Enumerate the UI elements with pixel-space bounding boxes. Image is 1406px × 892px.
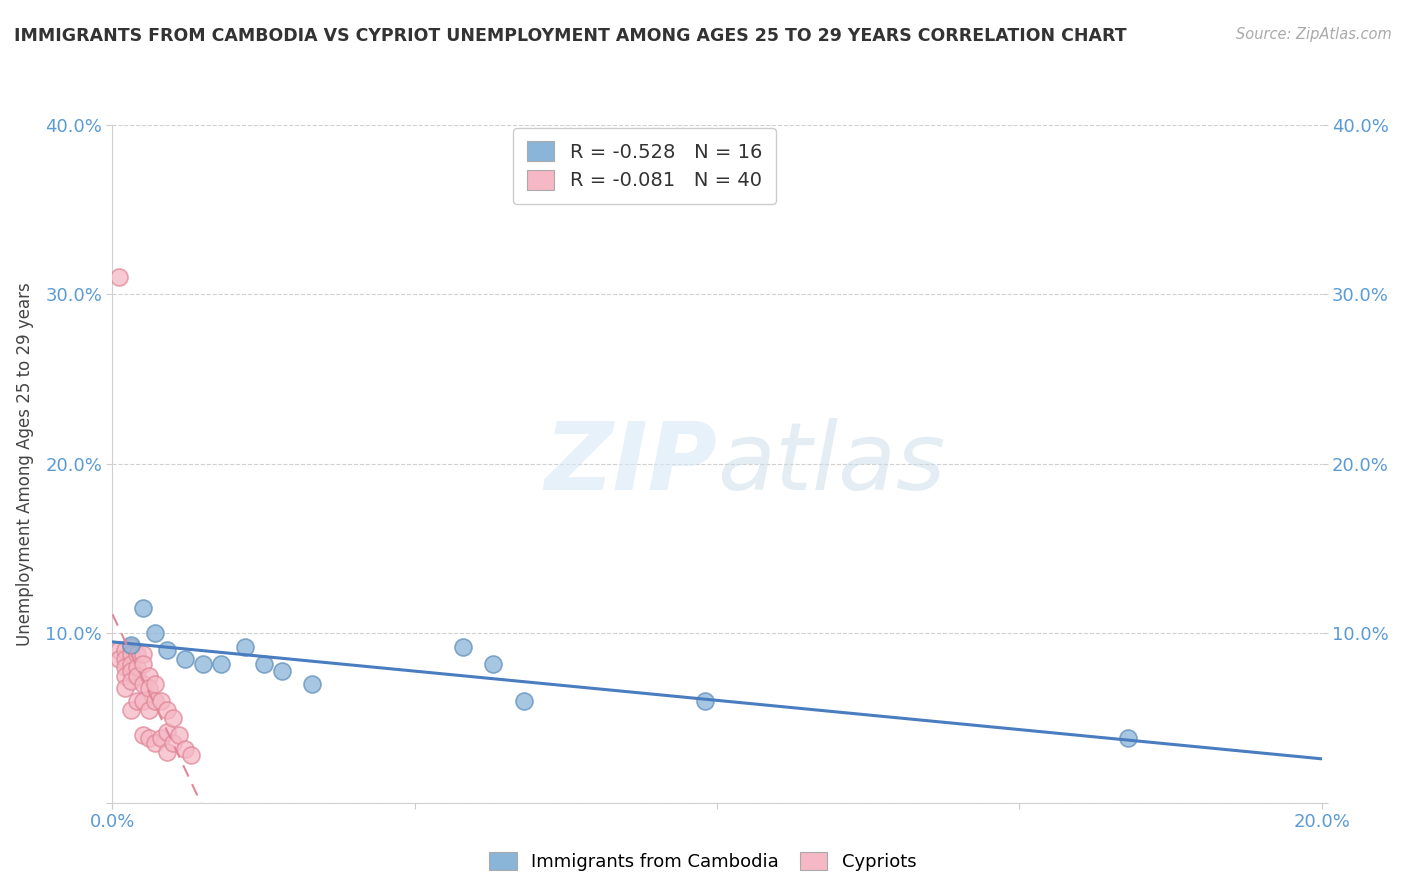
Point [132,694,155,708]
Point [138,681,160,695]
Point [114,681,136,695]
Point [156,745,179,759]
Point [180,748,202,763]
Point [120,647,142,661]
Point [138,731,160,746]
Point [138,669,160,683]
Point [120,640,142,654]
Point [253,657,276,671]
Point [156,724,179,739]
Text: IMMIGRANTS FROM CAMBODIA VS CYPRIOT UNEMPLOYMENT AMONG AGES 25 TO 29 YEARS CORRE: IMMIGRANTS FROM CAMBODIA VS CYPRIOT UNEM… [14,27,1126,45]
Point [143,737,166,751]
Point [132,601,155,615]
Point [125,647,148,661]
Point [209,657,232,671]
Text: ZIP: ZIP [544,417,717,510]
Point [482,657,505,671]
Point [156,703,179,717]
Point [125,669,148,683]
Point [235,640,257,654]
Point [1116,731,1139,746]
Point [125,694,148,708]
Point [143,677,166,691]
Point [138,703,160,717]
Point [191,657,214,671]
Point [114,669,136,683]
Point [149,731,172,746]
Point [107,270,129,285]
Point [270,664,292,678]
Text: atlas: atlas [717,418,945,509]
Point [114,651,136,665]
Point [301,677,323,691]
Point [132,657,155,671]
Y-axis label: Unemployment Among Ages 25 to 29 years: Unemployment Among Ages 25 to 29 years [15,282,34,646]
Point [107,643,129,657]
Point [174,741,197,756]
Point [512,694,534,708]
Point [132,647,155,661]
Point [120,638,142,652]
Point [120,664,142,678]
Point [107,651,129,665]
Point [693,694,716,708]
Point [174,651,197,665]
Point [132,728,155,742]
Point [143,694,166,708]
Text: Source: ZipAtlas.com: Source: ZipAtlas.com [1236,27,1392,42]
Point [167,728,190,742]
Legend: R = -0.528   N = 16, R = -0.081   N = 40: R = -0.528 N = 16, R = -0.081 N = 40 [513,128,776,204]
Point [132,677,155,691]
Point [162,711,184,725]
Point [120,673,142,688]
Point [451,640,474,654]
Point [114,660,136,674]
Point [120,657,142,671]
Point [149,694,172,708]
Point [114,643,136,657]
Point [125,660,148,674]
Point [162,737,184,751]
Legend: Immigrants from Cambodia, Cypriots: Immigrants from Cambodia, Cypriots [482,845,924,879]
Point [156,643,179,657]
Point [120,703,142,717]
Point [143,626,166,640]
